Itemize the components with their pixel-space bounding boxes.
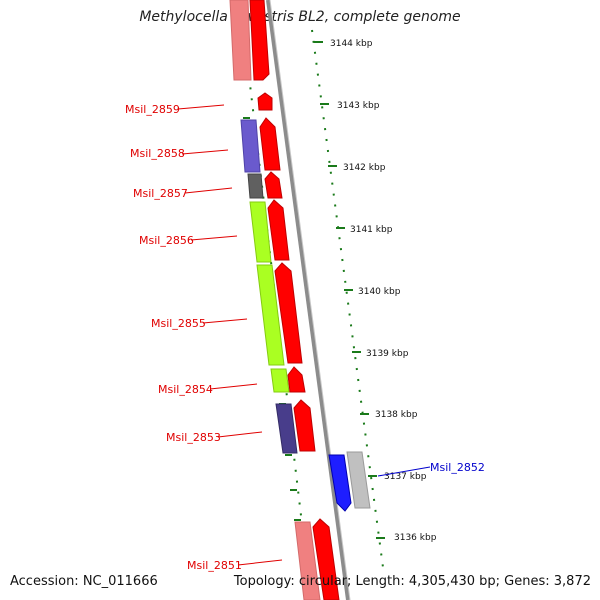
gene-msil-2858-arrow[interactable]: [259, 117, 281, 171]
gene-label-msil-2853[interactable]: Msil_2853: [166, 431, 221, 444]
kbp-label-3136: 3136 kbp: [394, 533, 437, 543]
gene-top-cog-block[interactable]: [229, 0, 252, 81]
kbp-label-3137: 3137 kbp: [384, 472, 427, 482]
gene-msil-2854-cog-block[interactable]: [270, 368, 290, 393]
gene-msil-2857-arrow[interactable]: [264, 171, 283, 199]
gene-top-arrow[interactable]: [249, 0, 270, 81]
gene-msil-2859-arrow[interactable]: [257, 92, 273, 111]
kbp-label-3139: 3139 kbp: [366, 349, 409, 359]
gene-msil-2853-cog-block[interactable]: [275, 403, 298, 454]
genome-title: Methylocella silvestris BL2, complete ge…: [139, 9, 461, 25]
inner-tick-ring: [239, 0, 312, 600]
kbp-label-3143: 3143 kbp: [337, 101, 380, 111]
gene-msil-2852-cog-block[interactable]: [346, 451, 371, 509]
kbp-label-3144: 3144 kbp: [330, 39, 373, 49]
kbp-label-3142: 3142 kbp: [343, 163, 386, 173]
gene-msil-2854-arrow[interactable]: [287, 366, 306, 393]
gene-label-msil-2859[interactable]: Msil_2859: [125, 103, 180, 116]
kbp-label-3140: 3140 kbp: [358, 287, 401, 297]
gene-label-msil-2857[interactable]: Msil_2857: [133, 187, 188, 200]
genome-backbone: [266, 0, 350, 600]
genome-summary-text: Topology: circular; Length: 4,305,430 bp…: [233, 574, 591, 589]
gene-msil-2851-arrow[interactable]: [312, 518, 340, 600]
gene-label-msil-2855[interactable]: Msil_2855: [151, 317, 206, 330]
gene-msil-2855-cog-block[interactable]: [256, 264, 285, 366]
kbp-label-3138: 3138 kbp: [375, 410, 418, 420]
gene-msil-2855-arrow[interactable]: [274, 262, 303, 364]
gene-label-msil-2851[interactable]: Msil_2851: [187, 559, 242, 572]
label-leader-msil-2852: [377, 466, 431, 477]
label-leader-lines: [177, 104, 283, 566]
gene-msil-2856-cog-block[interactable]: [249, 201, 272, 263]
gene-label-msil-2854[interactable]: Msil_2854: [158, 383, 213, 396]
outer-major-ticks: [314, 41, 385, 539]
gene-label-msil-2858[interactable]: Msil_2858: [130, 147, 185, 160]
kbp-label-3141: 3141 kbp: [350, 225, 393, 235]
gene-msil-2858-cog-block[interactable]: [240, 119, 261, 173]
gene-label-msil-2856[interactable]: Msil_2856: [139, 234, 194, 247]
gene-msil-2856-arrow[interactable]: [267, 199, 290, 261]
gene-msil-2853-arrow[interactable]: [293, 399, 316, 452]
gene-label-msil-2852[interactable]: Msil_2852: [430, 461, 485, 474]
gene-msil-2857-cog-block[interactable]: [247, 173, 264, 199]
gene-msil-2852-arrow[interactable]: [328, 454, 352, 512]
accession-text: Accession: NC_011666: [10, 574, 158, 589]
gene-msil-2851-cog-block[interactable]: [294, 521, 321, 600]
